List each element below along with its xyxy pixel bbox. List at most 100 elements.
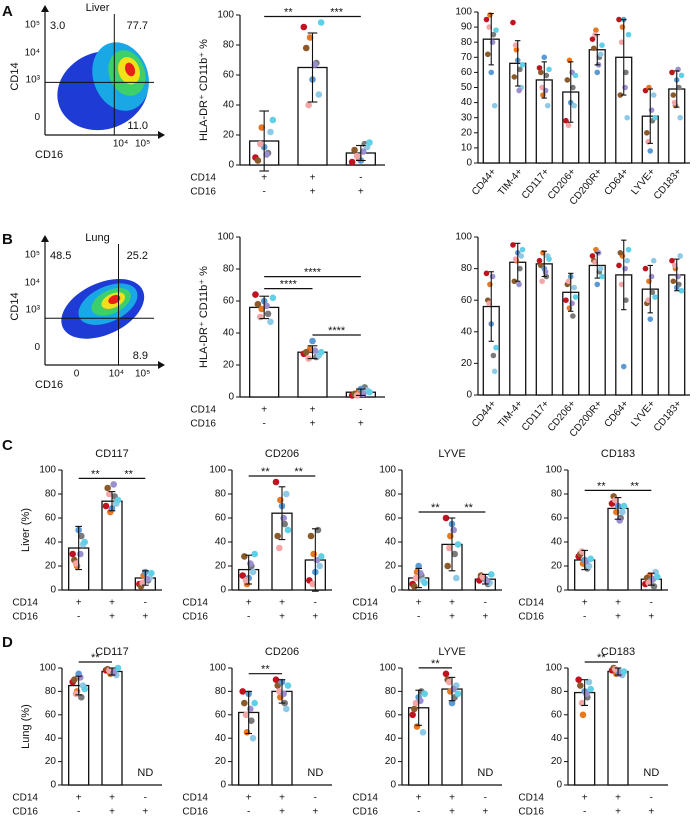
row-sign: +: [615, 807, 621, 818]
data-point: [516, 281, 522, 288]
data-point: [620, 668, 628, 675]
data-point: [249, 568, 257, 576]
y-tick-label: 20: [551, 756, 563, 767]
data-point: [572, 72, 579, 79]
row-sign: +: [416, 598, 422, 609]
data-point: [493, 27, 499, 33]
data-point: [647, 316, 654, 322]
row-label: CD14: [182, 793, 208, 804]
row-sign: -: [262, 187, 265, 198]
y-tick-label: 60: [461, 295, 473, 306]
y-tick-label: 100: [39, 465, 56, 476]
data-point: [281, 520, 288, 528]
y-tick-label: 10³: [26, 75, 41, 86]
data-point: [243, 729, 251, 736]
y-tick-label: 100: [39, 663, 56, 674]
y-tick-label: 80: [461, 37, 473, 48]
y-tick-label: 100: [545, 465, 562, 476]
chart-title: CD117: [95, 646, 128, 658]
data-point: [315, 91, 323, 98]
y-tick-label: 100: [379, 465, 396, 476]
y-tick-label: 80: [551, 686, 563, 697]
row-sign: +: [310, 173, 316, 184]
panel-letter: D: [2, 634, 13, 651]
data-point: [448, 699, 456, 707]
data-point: [311, 61, 319, 68]
x-tick-label: CD64+: [602, 166, 631, 197]
data-point: [512, 256, 519, 262]
data-point: [412, 574, 420, 582]
row-sign: -: [417, 807, 420, 818]
data-point: [618, 39, 625, 45]
y-tick-label: 40: [215, 733, 227, 744]
x-axis-label: CD16: [35, 149, 63, 161]
row-label: CD14: [182, 598, 208, 609]
data-point: [280, 690, 287, 698]
y-tick-label: 0: [228, 160, 234, 171]
data-point: [571, 102, 577, 109]
y-tick-label: 40: [45, 537, 57, 548]
data-point: [267, 128, 274, 136]
data-point: [280, 514, 287, 522]
row-sign: +: [449, 793, 455, 804]
data-point: [309, 337, 316, 345]
data-point: [274, 532, 281, 540]
data-point: [616, 262, 622, 269]
data-point: [442, 670, 450, 678]
data-point: [677, 114, 683, 121]
data-point: [453, 574, 460, 582]
data-point: [411, 705, 418, 713]
data-point: [241, 699, 248, 707]
y-tick-label: 60: [461, 67, 473, 78]
row-sign: +: [142, 807, 148, 818]
data-point: [283, 705, 290, 713]
y-tick-label: 100: [379, 663, 396, 674]
data-point: [251, 699, 258, 707]
data-point: [565, 278, 572, 285]
data-point: [620, 502, 628, 510]
y-tick-label: 20: [461, 127, 473, 138]
data-point: [617, 250, 624, 256]
data-point: [536, 65, 543, 71]
data-point: [619, 508, 626, 516]
panel-letter: C: [2, 437, 13, 454]
row-sign: +: [449, 807, 455, 818]
data-point: [541, 54, 548, 61]
row-label: CD16: [518, 807, 544, 818]
row-sign: +: [312, 807, 318, 818]
data-point: [671, 262, 678, 269]
y-tick-label: 100: [455, 232, 472, 243]
data-point: [593, 27, 599, 33]
significance-label: **: [597, 480, 606, 492]
data-point: [589, 36, 596, 42]
data-point: [519, 246, 526, 253]
row-label: CD16: [12, 612, 38, 623]
row-sign: +: [582, 598, 588, 609]
y-tick-label: 80: [45, 686, 57, 697]
data-point: [677, 253, 683, 259]
data-point: [239, 572, 246, 579]
y-tick-label: 60: [45, 513, 57, 524]
row-sign: -: [77, 612, 80, 623]
data-point: [366, 388, 373, 396]
row-sign: +: [279, 793, 285, 804]
value-label: ND: [643, 767, 659, 779]
row-sign: +: [615, 612, 621, 623]
data-point: [572, 294, 579, 300]
row-sign: +: [615, 793, 621, 804]
y-tick-label: 10³: [26, 305, 41, 316]
data-point: [594, 281, 601, 288]
bar: [535, 263, 553, 396]
data-point: [648, 273, 655, 280]
y-tick-label: 0: [34, 112, 40, 123]
significance-label: **: [294, 466, 303, 478]
bar: [574, 691, 596, 786]
y-tick-label: 60: [223, 70, 235, 81]
y-tick-label: 100: [209, 663, 226, 674]
y-tick-label: 20: [45, 756, 57, 767]
data-point: [148, 569, 155, 577]
y-tick-label: 10⁵: [25, 250, 40, 261]
row-label: CD14: [12, 793, 38, 804]
data-point: [252, 291, 259, 298]
bar: [249, 306, 280, 398]
